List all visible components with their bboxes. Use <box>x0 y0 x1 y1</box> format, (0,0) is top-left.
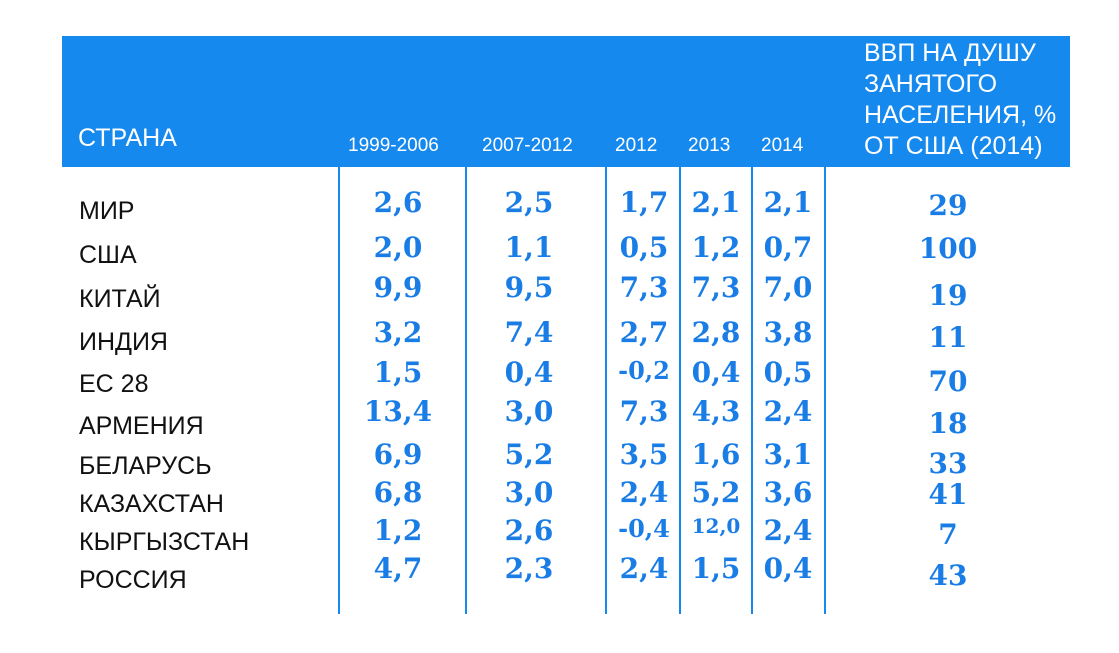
cell-value: 2,3 <box>504 552 554 585</box>
cell-value: 2,4 <box>619 476 669 509</box>
header-year-1999-2006: 1999-2006 <box>348 135 439 156</box>
country-label: БЕЛАРУСЬ <box>79 452 212 480</box>
gdp-share-value: 100 <box>918 232 978 265</box>
cell-value: 7,4 <box>504 316 554 349</box>
header-year-2012: 2012 <box>615 135 658 156</box>
gdp-share-value: 70 <box>928 365 968 398</box>
gdp-share-value: 43 <box>928 559 968 592</box>
cell-value: 3,2 <box>373 316 423 349</box>
gdp-share-value: 41 <box>928 478 968 511</box>
cell-value: 3,8 <box>763 316 813 349</box>
country-label: КАЗАХСТАН <box>79 490 224 518</box>
country-label: ИНДИЯ <box>79 328 168 356</box>
cell-value: 1,5 <box>691 552 741 585</box>
cell-value: 6,8 <box>373 476 423 509</box>
cell-value: 13,4 <box>363 395 433 428</box>
country-label: ЕС 28 <box>79 370 149 398</box>
gdp-share-value: 33 <box>928 447 968 480</box>
cell-value: 3,1 <box>763 438 813 471</box>
column-divider <box>605 167 607 614</box>
header-year-2007-2012: 2007-2012 <box>482 135 573 156</box>
gdp-share-value: 11 <box>928 321 968 354</box>
column-divider <box>465 167 467 614</box>
header-year-2014: 2014 <box>761 135 804 156</box>
gdp-share-value: 29 <box>928 189 968 222</box>
gdp-share-value: 18 <box>928 407 968 440</box>
country-label: РОССИЯ <box>79 566 187 594</box>
cell-value: 2,6 <box>504 514 554 547</box>
cell-value: 9,9 <box>373 271 423 304</box>
cell-value: 7,3 <box>619 271 669 304</box>
cell-value: 3,0 <box>504 395 554 428</box>
cell-value: 5,2 <box>691 476 741 509</box>
country-label: АРМЕНИЯ <box>79 412 204 440</box>
country-label: КИТАЙ <box>79 285 161 313</box>
cell-value: 5,2 <box>504 438 554 471</box>
cell-value: 0,5 <box>763 356 813 389</box>
cell-value: 1,2 <box>373 514 423 547</box>
header-gdp-line-2: ЗАНЯТОГО <box>864 70 998 98</box>
cell-value: 7,3 <box>619 395 669 428</box>
gdp-share-value: 7 <box>938 518 958 551</box>
country-label: КЫРГЫЗСТАН <box>79 528 250 556</box>
cell-value: 2,4 <box>763 395 813 428</box>
column-divider <box>679 167 681 614</box>
cell-value: 7,0 <box>763 271 813 304</box>
cell-value: 0,4 <box>691 356 741 389</box>
cell-value: 3,5 <box>619 438 669 471</box>
cell-value: 6,9 <box>373 438 423 471</box>
header-country: СТРАНА <box>78 124 177 152</box>
header-gdp-line-1: ВВП НА ДУШУ <box>864 39 1036 67</box>
cell-value: 2,7 <box>619 316 669 349</box>
cell-value: 9,5 <box>504 271 554 304</box>
cell-value: 1,5 <box>373 356 423 389</box>
cell-value: 1,6 <box>691 438 741 471</box>
cell-value: 2,4 <box>763 514 813 547</box>
header-gdp-share: ВВП НА ДУШУ ЗАНЯТОГО НАСЕЛЕНИЯ, % ОТ США… <box>864 38 1056 162</box>
cell-value: 2,6 <box>373 186 423 219</box>
cell-value: 4,3 <box>691 395 741 428</box>
cell-value: 2,1 <box>763 186 813 219</box>
cell-value: 1,7 <box>619 186 669 219</box>
cell-value: 4,7 <box>373 552 423 585</box>
header-gdp-line-4: ОТ США (2014) <box>864 132 1043 160</box>
country-label: США <box>79 241 137 269</box>
cell-value: 0,4 <box>504 356 554 389</box>
cell-value: 3,6 <box>763 476 813 509</box>
country-label: МИР <box>79 197 135 225</box>
cell-value: -0,4 <box>618 514 670 543</box>
column-divider <box>824 167 826 614</box>
cell-value: 7,3 <box>691 271 741 304</box>
cell-value: 2,5 <box>504 186 554 219</box>
cell-value: 0,7 <box>763 231 813 264</box>
gdp-share-value: 19 <box>928 279 968 312</box>
cell-value: 2,8 <box>691 316 741 349</box>
column-divider <box>338 167 340 614</box>
header-year-2013: 2013 <box>688 135 731 156</box>
cell-value: 2,1 <box>691 186 741 219</box>
column-divider <box>751 167 753 614</box>
cell-value: 1,2 <box>691 231 741 264</box>
cell-value: 0,4 <box>763 552 813 585</box>
cell-value: 0,5 <box>619 231 669 264</box>
header-gdp-line-3: НАСЕЛЕНИЯ, % <box>864 101 1057 129</box>
cell-value: -0,2 <box>618 356 670 385</box>
table-header-band <box>62 36 1070 167</box>
cell-value: 2,0 <box>373 231 423 264</box>
cell-value: 2,4 <box>619 552 669 585</box>
cell-value: 12,0 <box>691 514 741 538</box>
cell-value: 3,0 <box>504 476 554 509</box>
cell-value: 1,1 <box>504 231 554 264</box>
